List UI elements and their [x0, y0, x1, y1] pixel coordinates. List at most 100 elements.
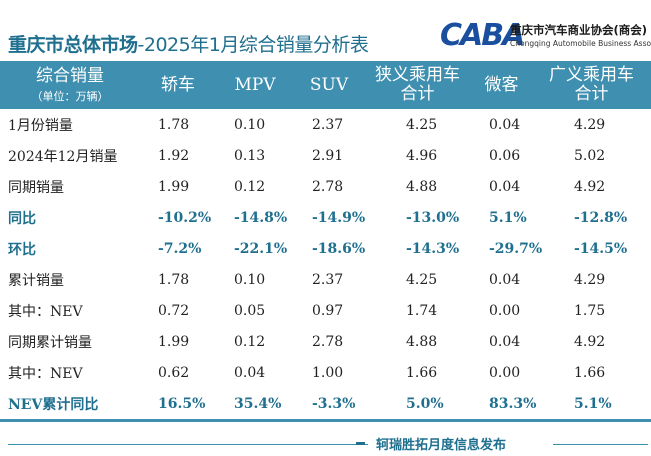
cell-value: 0.12 — [234, 333, 266, 350]
cell-value: -3.3% — [294, 388, 364, 422]
cell-value: 0.04 — [489, 333, 521, 350]
cell-value: 1.99 — [158, 333, 190, 350]
header-narrow-total-line2: 合计 — [400, 84, 435, 104]
cell-value: 0.00 — [489, 364, 521, 381]
table-row: 其中：NEV 0.72 0.05 0.97 1.74 0.00 1.75 — [0, 295, 651, 326]
cell-value: 83.3% — [471, 388, 536, 422]
cell-value: 4.25 — [406, 271, 438, 288]
cell-value: -29.7% — [489, 240, 543, 257]
cell-value: -13.0% — [406, 209, 460, 226]
cell-value: 5.0% — [364, 388, 471, 422]
cell-value: 35.4% — [216, 388, 294, 422]
header-sedan-text: 轿车 — [161, 74, 195, 95]
table-row: 累计销量 1.78 0.10 2.37 4.25 0.04 4.29 — [0, 264, 651, 295]
cell-value: 0.72 — [158, 302, 190, 319]
row-label: 其中：NEV — [8, 303, 83, 320]
header-sedan: 轿车 — [140, 61, 216, 109]
table-row: 同比 -10.2% -14.8% -14.9% -13.0% 5.1% -12.8% — [0, 202, 651, 233]
row-label: 同期销量 — [8, 179, 64, 196]
table-row: 同期累计销量 1.99 0.12 2.78 4.88 0.04 4.92 — [0, 326, 651, 357]
header-row-label: 综合销量 （单位：万辆） — [0, 61, 140, 109]
footer-line-right — [553, 444, 648, 445]
cell-value: 2.37 — [312, 116, 344, 133]
header-broad-total-line1: 广义乘用车 — [549, 65, 634, 85]
cell-value: 0.00 — [489, 302, 521, 319]
cell-value: 2.91 — [312, 147, 344, 164]
cell-value: 4.88 — [406, 333, 438, 350]
cell-value: 2.78 — [312, 178, 344, 195]
footer: 轲瑞胜拓月度信息发布 — [8, 437, 648, 453]
table-row: 同期销量 1.99 0.12 2.78 4.88 0.04 4.92 — [0, 171, 651, 202]
logo-mark: CABA — [440, 18, 525, 53]
header-broad-total: 广义乘用车 合计 — [532, 61, 651, 109]
cell-value: -14.5% — [574, 240, 628, 257]
cell-value: -22.1% — [234, 240, 288, 257]
footer-text: 轲瑞胜拓月度信息发布 — [376, 438, 507, 453]
row-label: 其中：NEV — [8, 365, 83, 382]
header-mpv: MPV — [216, 61, 294, 109]
header-suv-text: SUV — [309, 74, 349, 95]
cell-value: -12.8% — [574, 209, 628, 226]
row-label: 同期累计销量 — [8, 334, 92, 351]
row-label: 1月份销量 — [8, 117, 73, 134]
header-narrow-total: 狭义乘用车 合计 — [364, 61, 471, 109]
cell-value: 0.62 — [158, 364, 190, 381]
cell-value: 4.29 — [574, 271, 606, 288]
cell-value: 5.1% — [489, 209, 527, 226]
cell-value: 0.05 — [234, 302, 266, 319]
cell-value: 4.25 — [406, 116, 438, 133]
row-label: 环比 — [8, 241, 36, 258]
page-title-bold: 重庆市总体市场 — [8, 34, 138, 56]
cell-value: 1.66 — [574, 364, 606, 381]
table-row: 2024年12月销量 1.92 0.13 2.91 4.96 0.06 5.02 — [0, 140, 651, 171]
cell-value: 1.66 — [406, 364, 438, 381]
table-row: 环比 -7.2% -22.1% -18.6% -14.3% -29.7% -14.5% — [0, 233, 651, 264]
footer-dash — [356, 442, 365, 445]
header-minivan: 微客 — [471, 61, 532, 109]
cell-value: 2.37 — [312, 271, 344, 288]
table-row: 1月份销量 1.78 0.10 2.37 4.25 0.04 4.29 — [0, 109, 651, 140]
cell-value: -7.2% — [158, 240, 202, 257]
cell-value: -14.8% — [234, 209, 288, 226]
cell-value: 4.29 — [574, 116, 606, 133]
cell-value: 0.06 — [489, 147, 521, 164]
header-broad-total-line2: 合计 — [574, 84, 609, 104]
table-row: 其中：NEV 0.62 0.04 1.00 1.66 0.00 1.66 — [0, 357, 651, 388]
cell-value: 0.10 — [234, 116, 266, 133]
sales-table: 综合销量 （单位：万辆） 轿车 MPV SUV 狭义乘用车 合计 微客 广义乘用车… — [0, 61, 651, 422]
cell-value: -18.6% — [312, 240, 366, 257]
cell-value: 1.74 — [406, 302, 438, 319]
cell-value: 1.99 — [158, 178, 190, 195]
cell-value: 0.04 — [489, 178, 521, 195]
footer-line-left — [8, 444, 368, 445]
cell-value: 0.97 — [312, 302, 344, 319]
table-header-row: 综合销量 （单位：万辆） 轿车 MPV SUV 狭义乘用车 合计 微客 广义乘用车… — [0, 61, 651, 109]
header-row-label-text: 综合销量 — [36, 65, 104, 86]
logo-subtitle: Chongqing Automobile Business Associatio… — [510, 39, 651, 48]
logo-name: 重庆市汽车商业协会(商会) — [510, 23, 648, 37]
caba-logo: CABA 重庆市汽车商业协会(商会) Chongqing Automobile … — [440, 14, 651, 54]
table-row: NEV累计同比 16.5% 35.4% -3.3% 5.0% 83.3% 5.1% — [0, 388, 651, 422]
cell-value: 16.5% — [140, 388, 216, 422]
header-minivan-text: 微客 — [484, 74, 519, 95]
cell-value: -14.9% — [312, 209, 366, 226]
cell-value: 0.04 — [489, 116, 521, 133]
cell-value: 1.92 — [158, 147, 190, 164]
header-unit: （单位：万辆） — [31, 89, 109, 103]
cell-value: 1.00 — [312, 364, 344, 381]
cell-value: -10.2% — [158, 209, 212, 226]
page-title: 重庆市总体市场-2025年1月综合销量分析表 — [8, 30, 369, 57]
cell-value: 0.04 — [234, 364, 266, 381]
cell-value: -14.3% — [406, 240, 460, 257]
cell-value: 0.13 — [234, 147, 266, 164]
cell-value: 1.78 — [158, 271, 190, 288]
cell-value: 1.78 — [158, 116, 190, 133]
cell-value: 0.10 — [234, 271, 266, 288]
cell-value: 4.92 — [574, 178, 606, 195]
cell-value: 2.78 — [312, 333, 344, 350]
header-suv: SUV — [294, 61, 364, 109]
cell-value: 4.96 — [406, 147, 438, 164]
cell-value: 5.1% — [532, 388, 651, 422]
row-label: 同比 — [8, 210, 36, 227]
header-narrow-total-line1: 狭义乘用车 — [375, 65, 460, 85]
